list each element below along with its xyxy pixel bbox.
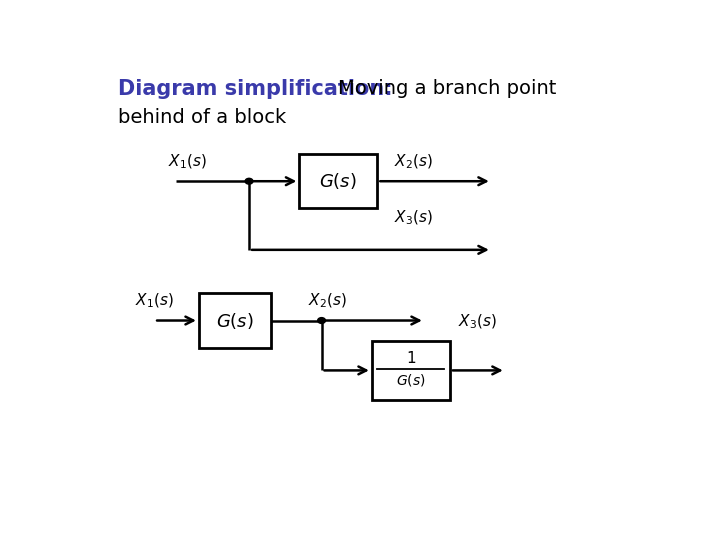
Text: $1$: $1$ [406, 350, 416, 366]
Text: $X_1(s)$: $X_1(s)$ [135, 292, 174, 310]
Text: $X_3(s)$: $X_3(s)$ [459, 313, 497, 331]
Bar [300, 154, 377, 208]
Bar [372, 341, 450, 400]
Text: $G(s)$: $G(s)$ [320, 171, 357, 191]
Bar [199, 293, 271, 348]
Text: $X_1(s)$: $X_1(s)$ [168, 152, 207, 171]
Text: $G(s)$: $G(s)$ [216, 310, 254, 330]
Text: $X_2(s)$: $X_2(s)$ [307, 292, 346, 310]
Circle shape [245, 178, 253, 184]
Text: behind of a block: behind of a block [118, 109, 286, 127]
Text: Diagram simplification:: Diagram simplification: [118, 79, 392, 99]
Text: $G(s)$: $G(s)$ [396, 372, 426, 388]
Text: Moving a branch point: Moving a branch point [338, 79, 557, 98]
Text: $X_3(s)$: $X_3(s)$ [395, 208, 433, 227]
Text: $X_2(s)$: $X_2(s)$ [395, 152, 433, 171]
Circle shape [318, 318, 325, 323]
